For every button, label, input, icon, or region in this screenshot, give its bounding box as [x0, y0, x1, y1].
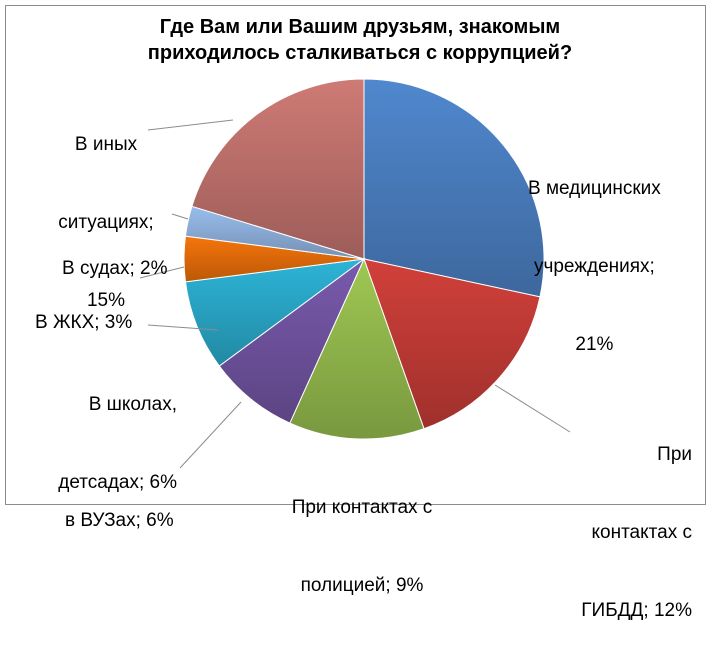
slice-label-other: В иных ситуациях; 15% [58, 134, 154, 311]
leader-line-universities [179, 401, 242, 469]
leader-line-other [147, 119, 234, 131]
leader-line-gibdd [494, 384, 571, 433]
leader-line-schools [147, 324, 219, 331]
pie-slice-medical [363, 78, 545, 298]
leader-line-courts [171, 213, 189, 220]
pie-slice-other [191, 78, 365, 260]
chart-title-line-1: Где Вам или Вашим друзьям, знакомым [159, 16, 561, 38]
chart-title: Где Вам или Вашим друзьям, знакомым прих… [80, 14, 640, 66]
pie-slice-police [289, 257, 425, 440]
chart-title-line-2: приходилось сталкиваться с коррупцией? [147, 42, 573, 64]
slice-label-housing: В ЖКХ; 3% [35, 312, 133, 333]
slice-label-medical: В медицинских учреждениях; 21% [528, 178, 661, 355]
slice-label-police: При контактах с полицией; 9% [291, 497, 433, 596]
pie-slice-gibdd [363, 258, 541, 430]
pie-slice-schools [184, 258, 366, 367]
slice-label-schools: В школах, детсадах; 6% [58, 394, 177, 493]
leader-line-housing [139, 266, 185, 279]
slice-label-gibdd: При контактах с ГИБДД; 12% [581, 444, 692, 621]
pie-chart [139, 78, 571, 469]
slice-label-courts: В судах; 2% [62, 258, 168, 279]
pie-slice-universities [218, 257, 366, 424]
